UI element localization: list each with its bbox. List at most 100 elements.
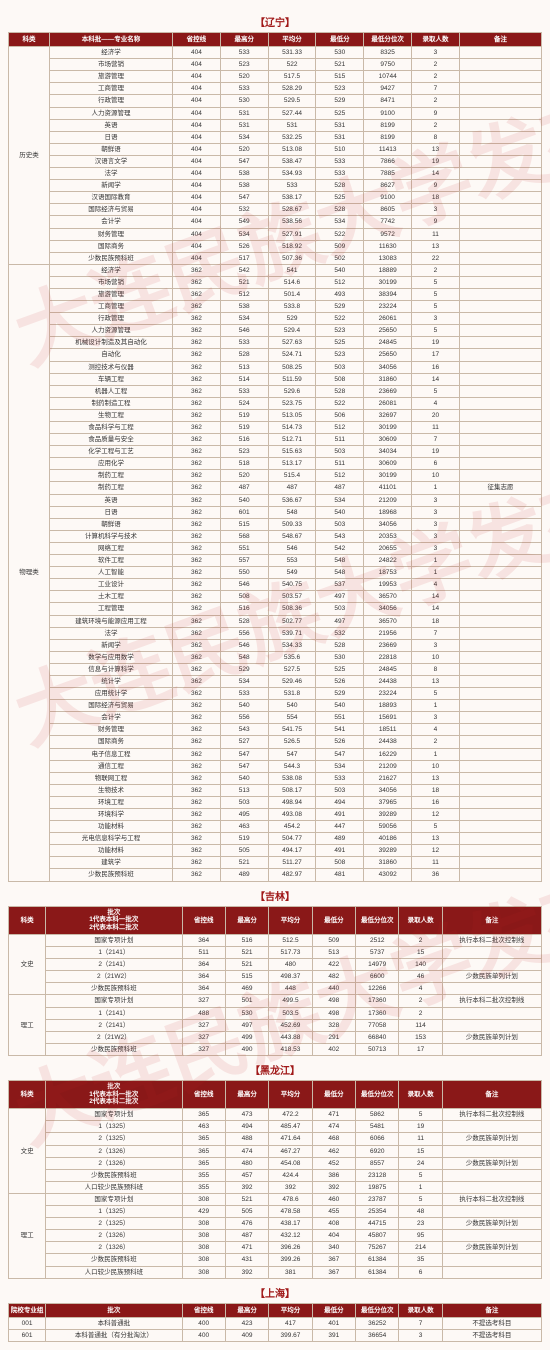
- data-cell: 朝鲜语: [49, 518, 172, 530]
- data-cell: [442, 1043, 541, 1055]
- section-title-jilin: 【吉林】: [8, 888, 542, 903]
- data-cell: 308: [182, 1230, 225, 1242]
- data-cell: 556: [220, 712, 268, 724]
- data-cell: 528: [316, 180, 364, 192]
- col-header: 备注: [459, 33, 541, 47]
- data-cell: 机械设计制造及其自动化: [49, 337, 172, 349]
- data-cell: 515: [316, 71, 364, 83]
- data-cell: 34056: [364, 603, 412, 615]
- data-cell: 140: [399, 959, 442, 971]
- data-cell: 474: [312, 1121, 355, 1133]
- data-cell: 542: [316, 542, 364, 554]
- data-cell: 526: [220, 240, 268, 252]
- data-cell: 18: [412, 615, 460, 627]
- data-cell: 国家专项计划: [46, 995, 182, 1007]
- data-cell: 13: [412, 772, 460, 784]
- data-cell: 548: [316, 555, 364, 567]
- data-cell: 机器人工程: [49, 385, 172, 397]
- data-cell: 2（1326）: [46, 1230, 182, 1242]
- data-cell: 执行本科二批次控制线: [442, 1109, 541, 1121]
- data-cell: 6066: [356, 1133, 399, 1145]
- data-cell: 533: [220, 385, 268, 397]
- data-cell: 18893: [364, 700, 412, 712]
- data-cell: 528: [220, 615, 268, 627]
- data-cell: 市场营销: [49, 59, 172, 71]
- data-cell: 4: [412, 397, 460, 409]
- data-cell: 2（1326）: [46, 1145, 182, 1157]
- data-cell: [442, 1169, 541, 1181]
- data-cell: [459, 107, 541, 119]
- data-cell: 21627: [364, 772, 412, 784]
- data-cell: 460: [312, 1193, 355, 1205]
- data-cell: 540.75: [268, 579, 316, 591]
- data-cell: [459, 518, 541, 530]
- data-cell: 5: [399, 1109, 442, 1121]
- data-cell: 10: [412, 760, 460, 772]
- data-cell: [459, 397, 541, 409]
- data-cell: 503.57: [268, 591, 316, 603]
- data-cell: [459, 530, 541, 542]
- data-cell: 362: [173, 591, 221, 603]
- data-cell: 35: [399, 1254, 442, 1266]
- data-cell: 日语: [49, 131, 172, 143]
- data-cell: 498: [312, 995, 355, 1007]
- data-cell: 364: [182, 934, 225, 946]
- data-cell: 554: [268, 712, 316, 724]
- data-cell: 546: [220, 325, 268, 337]
- data-cell: 522: [268, 59, 316, 71]
- data-cell: 3: [412, 530, 460, 542]
- data-cell: 11630: [364, 240, 412, 252]
- data-cell: [459, 772, 541, 784]
- data-cell: 291: [312, 1031, 355, 1043]
- table-row: 国际经济与贸易404532528.6752886053: [9, 204, 542, 216]
- data-cell: 362: [173, 700, 221, 712]
- data-cell: 1: [412, 482, 460, 494]
- data-cell: 95: [399, 1230, 442, 1242]
- data-cell: 472.2: [269, 1109, 312, 1121]
- data-cell: 548.67: [268, 530, 316, 542]
- data-cell: 515.4: [268, 470, 316, 482]
- data-cell: 512: [316, 422, 364, 434]
- data-cell: 少数民族单列计划: [442, 1242, 541, 1254]
- data-cell: 11: [412, 422, 460, 434]
- data-cell: 533.8: [268, 301, 316, 313]
- data-cell: 362: [173, 288, 221, 300]
- data-cell: [459, 494, 541, 506]
- data-cell: 513: [220, 784, 268, 796]
- table-row: 少数民族预科班362489482.974814309236: [9, 869, 542, 881]
- data-cell: 514.73: [268, 422, 316, 434]
- data-cell: 508: [220, 591, 268, 603]
- table-row: 日语404534532.2553181998: [9, 131, 542, 143]
- data-cell: 404: [173, 192, 221, 204]
- table-row: 会计学404549538.5653477429: [9, 216, 542, 228]
- data-cell: 362: [173, 518, 221, 530]
- col-header: 平均分: [268, 33, 316, 47]
- data-cell: [459, 627, 541, 639]
- data-cell: 14: [412, 591, 460, 603]
- data-cell: 1: [399, 1181, 442, 1193]
- data-cell: 308: [182, 1242, 225, 1254]
- table-row: 2（2141）36452148042214979140: [9, 959, 542, 971]
- data-cell: 482: [312, 971, 355, 983]
- data-cell: 汉语言文学: [49, 155, 172, 167]
- col-header: 最低分: [312, 906, 355, 934]
- data-cell: 487: [316, 482, 364, 494]
- data-cell: 362: [173, 313, 221, 325]
- table-row: 新闻学40453853352886279: [9, 180, 542, 192]
- data-cell: 少数民族预科班: [49, 252, 172, 264]
- data-cell: 547: [220, 155, 268, 167]
- data-cell: 不提选考科目: [442, 1329, 541, 1341]
- data-cell: [459, 216, 541, 228]
- data-cell: 529: [220, 663, 268, 675]
- table-row: 1（2141）511521517.73513573715: [9, 947, 542, 959]
- data-cell: 43092: [364, 869, 412, 881]
- data-cell: 503: [316, 518, 364, 530]
- data-cell: 数学与应用数学: [49, 651, 172, 663]
- data-cell: 530: [316, 651, 364, 663]
- data-cell: 308: [182, 1266, 225, 1278]
- data-cell: 556: [220, 627, 268, 639]
- table-row: 电子信息工程362547547547162291: [9, 748, 542, 760]
- data-cell: 540: [220, 700, 268, 712]
- data-cell: [459, 688, 541, 700]
- table-row: 2（21W2）364515498.37482660046少数民族单列计划: [9, 971, 542, 983]
